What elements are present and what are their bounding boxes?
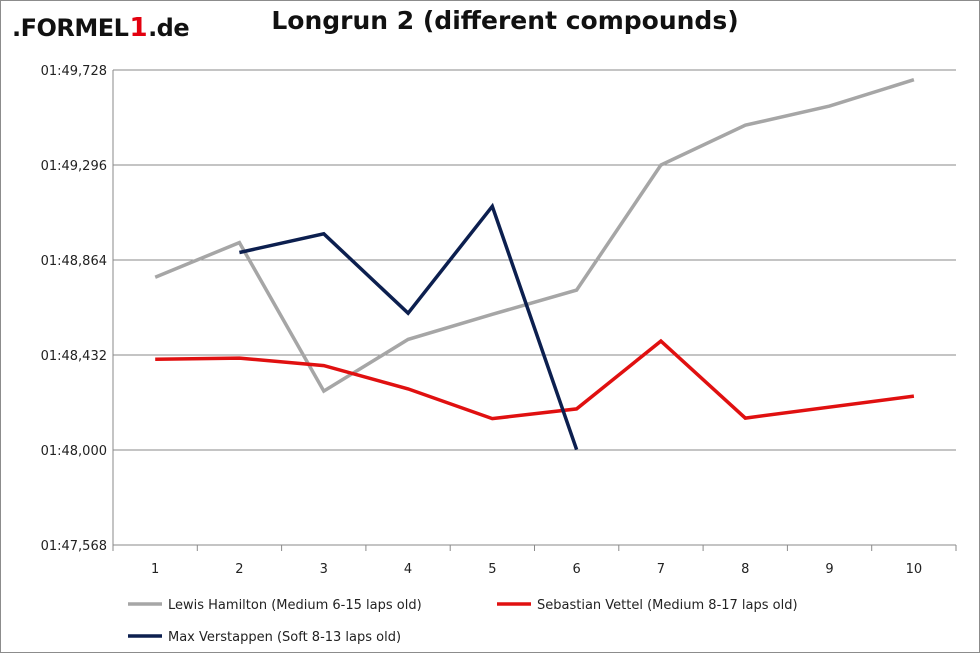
- y-tick-label: 01:47,568: [41, 539, 107, 554]
- x-tick-label: 1: [151, 562, 159, 577]
- y-tick-label: 01:48,432: [41, 349, 107, 364]
- y-tick-label: 01:49,728: [41, 64, 107, 79]
- series-line-max-verstappen: [239, 202, 579, 451]
- logo-text: .FORMEL1.de: [12, 13, 190, 43]
- legend-label-max-verstappen: Max Verstappen (Soft 8-13 laps old): [168, 630, 401, 645]
- y-tick-label: 01:49,296: [41, 159, 107, 174]
- x-tick-label: 8: [741, 562, 749, 577]
- logo-one-glyph: 1: [129, 13, 148, 43]
- x-tick-label: 10: [906, 562, 923, 577]
- x-tick-label: 9: [825, 562, 833, 577]
- x-tick-label: 6: [573, 562, 581, 577]
- y-tick-label: 01:48,864: [41, 254, 107, 269]
- x-tick-label: 7: [657, 562, 665, 577]
- chart-title: Longrun 2 (different compounds): [271, 6, 739, 35]
- x-tick-label: 3: [320, 562, 328, 577]
- y-tick-label: 01:48,000: [41, 444, 107, 459]
- x-tick-label: 4: [404, 562, 412, 577]
- series-line-sebastian-vettel: [155, 338, 915, 421]
- formel1-logo: .FORMEL1.de: [12, 13, 190, 43]
- x-tick-label: 2: [235, 562, 243, 577]
- series-line-lewis-hamilton: [154, 78, 915, 394]
- legend-label-sebastian-vettel: Sebastian Vettel (Medium 8-17 laps old): [537, 598, 798, 613]
- x-tick-label: 5: [488, 562, 496, 577]
- legend-label-lewis-hamilton: Lewis Hamilton (Medium 6-15 laps old): [168, 598, 422, 613]
